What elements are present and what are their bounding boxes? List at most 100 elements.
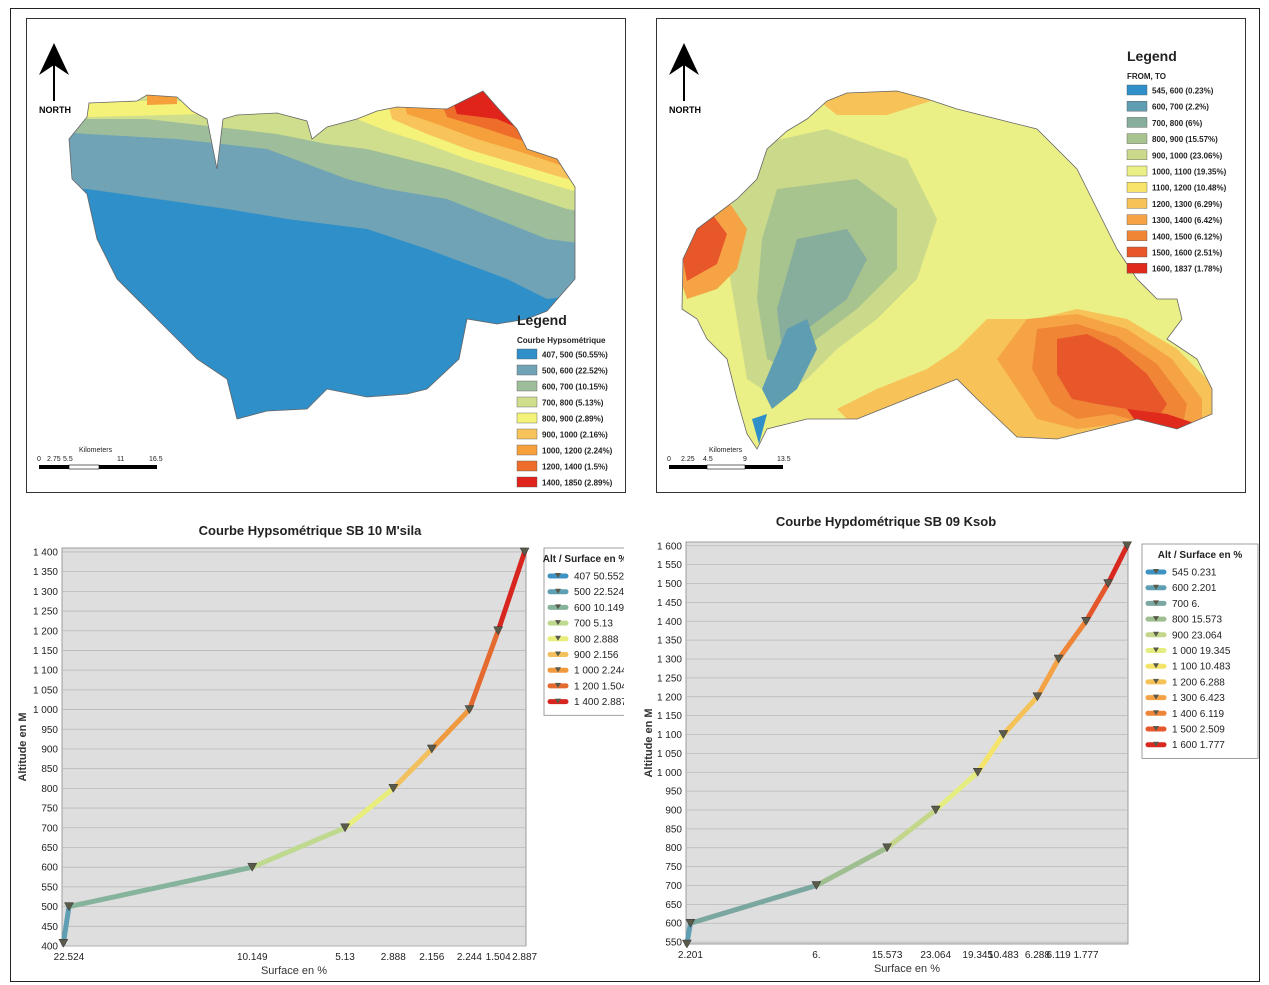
legend-entry: 1 100 10.483 — [1172, 662, 1231, 673]
y-tick-label: 1 150 — [33, 646, 58, 657]
data-point-marker — [340, 823, 350, 833]
legend-marker — [555, 667, 561, 673]
y-tick-label: 950 — [41, 725, 58, 736]
y-tick-label: 550 — [41, 882, 58, 893]
y-tick-label: 1 400 — [33, 547, 58, 558]
y-tick-label: 600 — [41, 863, 58, 874]
data-point-marker — [1103, 579, 1114, 589]
scale-title: Kilometers — [79, 447, 113, 454]
legend-subtitle: FROM, TO — [1127, 72, 1166, 81]
x-tick-label: 23.064 — [920, 950, 951, 961]
legend-marker — [1153, 647, 1159, 653]
y-tick-label: 1 250 — [33, 607, 58, 618]
series-segment — [466, 628, 501, 713]
scale-tick: 2.25 — [681, 456, 695, 463]
data-point-marker — [930, 805, 941, 815]
legend-item-label: 800, 900 (15.57%) — [1152, 135, 1218, 144]
legend-title: Alt / Surface en % — [543, 554, 624, 565]
legend-item-label: 900, 1000 (23.06%) — [1152, 151, 1223, 160]
legend-entry: 800 15.573 — [1172, 615, 1222, 626]
legend-entry: 900 23.064 — [1172, 630, 1222, 641]
series-segment — [1034, 656, 1062, 700]
y-tick-label: 1 550 — [657, 560, 682, 571]
scale-tick: 0 — [37, 456, 41, 463]
legend-swatch — [1126, 149, 1148, 161]
legend-marker — [555, 651, 561, 657]
y-axis-label: Altitude en M — [17, 712, 29, 781]
legend-entry: 1 200 6.288 — [1172, 677, 1225, 688]
map-right-legend: Legend FROM, TO 545, 600 (0.23%) 600, 700… — [1126, 48, 1227, 274]
data-point-marker — [681, 939, 692, 949]
x-tick-label: 2.244 — [457, 952, 482, 963]
legend-swatch — [1126, 181, 1148, 193]
x-tick-label: 2.888 — [381, 952, 406, 963]
legend-entry: 1 300 6.423 — [1172, 693, 1225, 704]
x-tick-label: 2.887 — [512, 952, 537, 963]
plot-area — [61, 547, 527, 947]
x-tick-label: 10.149 — [237, 952, 268, 963]
legend-swatch — [516, 412, 538, 424]
legend-item-label: 1600, 1837 (1.78%) — [1152, 265, 1223, 274]
data-point-marker — [998, 730, 1009, 740]
scale-tick: 2.75 — [47, 456, 61, 463]
x-tick-label: 6.119 — [1046, 950, 1071, 961]
x-tick-label: 2.156 — [419, 952, 444, 963]
legend-entry: 1 000 2.244 — [574, 666, 624, 677]
y-tick-label: 600 — [665, 919, 682, 930]
legend-swatch — [1126, 165, 1148, 177]
y-tick-label: 1 500 — [657, 579, 682, 590]
north-label: NORTH — [39, 105, 71, 115]
series-segment — [933, 769, 981, 813]
legend-entry: 600 2.201 — [1172, 583, 1217, 594]
legend-item-label: 545, 600 (0.23%) — [1152, 87, 1214, 96]
legend-item-label: 1100, 1200 (10.48%) — [1152, 184, 1227, 193]
legend-item-label: 700, 800 (6%) — [1152, 119, 1203, 128]
y-tick-label: 1 000 — [33, 705, 58, 716]
x-tick-label: 1.504 — [486, 952, 511, 963]
legend-entry: 900 2.156 — [574, 650, 619, 661]
legend-marker — [1153, 694, 1159, 700]
legend-swatch — [516, 460, 538, 472]
data-point-marker — [1053, 654, 1064, 664]
chart-title-right: Courbe Hypdométrique SB 09 Ksob — [775, 514, 997, 529]
y-tick-label: 950 — [665, 787, 682, 798]
y-tick-label: 900 — [665, 806, 682, 817]
series-segment — [975, 732, 1006, 775]
x-tick-label: 2.201 — [678, 950, 703, 961]
legend-marker — [555, 620, 561, 626]
series-segment — [495, 549, 528, 634]
data-point-marker — [1122, 541, 1133, 551]
data-point-marker — [1032, 692, 1043, 702]
x-tick-label: 15.573 — [872, 950, 903, 961]
data-point-marker — [64, 902, 74, 912]
series-segment — [687, 882, 819, 926]
series-segment — [1056, 618, 1089, 662]
data-point-marker — [493, 626, 504, 636]
legend-item-label: 407, 500 (50.55%) — [542, 351, 608, 360]
legend-marker — [1153, 584, 1159, 590]
legend-swatch — [516, 476, 538, 488]
y-tick-label: 800 — [665, 843, 682, 854]
y-tick-label: 550 — [665, 938, 682, 949]
legend-marker — [555, 604, 561, 610]
legend-entry: 1 000 19.345 — [1172, 646, 1231, 657]
x-tick-label: 19.345 — [962, 950, 993, 961]
y-tick-label: 750 — [41, 804, 58, 815]
y-tick-label: 900 — [41, 744, 58, 755]
legend-swatch — [516, 396, 538, 408]
legend-marker — [555, 698, 561, 704]
y-tick-label: 1 300 — [657, 655, 682, 666]
y-tick-label: 650 — [665, 900, 682, 911]
scale-title: Kilometers — [709, 447, 743, 454]
series-segment — [60, 904, 72, 946]
chart-right: 550 600 650 700 750 800 850 900 950 1 000 1 050 1 1… — [643, 541, 1259, 975]
legend-item-label: 1200, 1300 (6.29%) — [1152, 200, 1223, 209]
scale-tick: 16.5 — [149, 456, 163, 463]
scale-tick: 4.5 — [703, 456, 713, 463]
y-tick-label: 650 — [41, 843, 58, 854]
north-label: NORTH — [669, 105, 701, 115]
data-point-marker — [388, 784, 399, 793]
legend-item-label: 1400, 1850 (2.89%) — [542, 479, 613, 488]
data-point-marker — [1081, 617, 1091, 626]
map-panel-right: NORTH Legend FROM, TO 545, 600 (0.23%) 60… — [656, 18, 1246, 493]
